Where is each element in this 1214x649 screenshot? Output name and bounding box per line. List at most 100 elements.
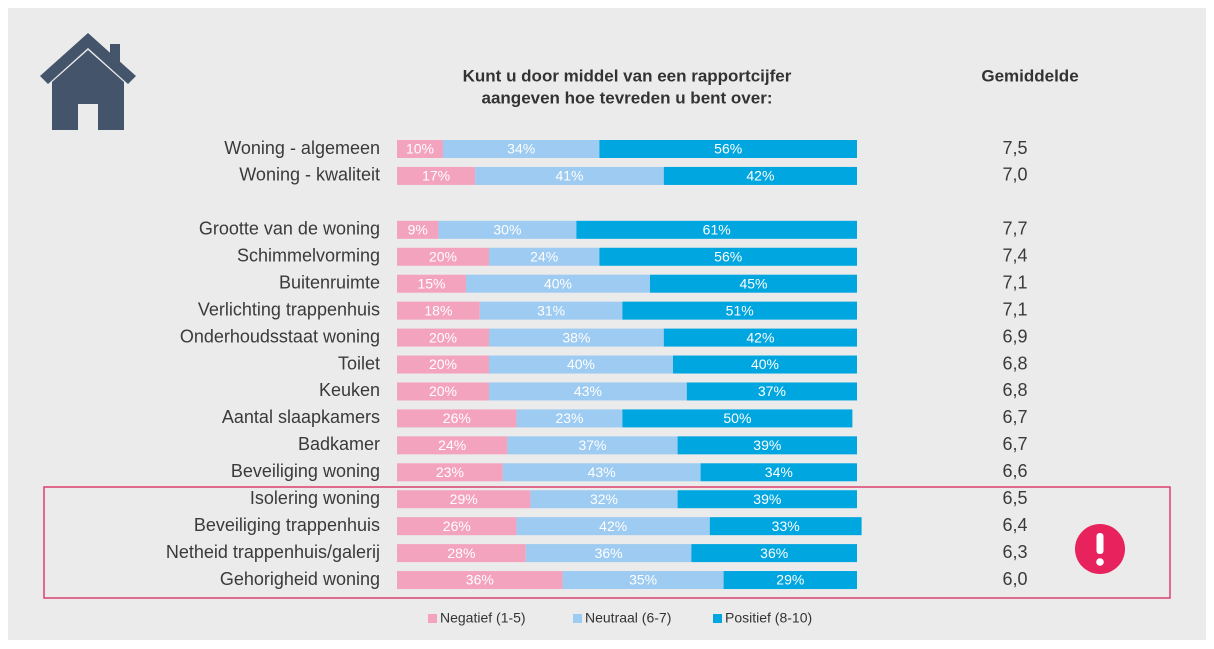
category-label: Netheid trappenhuis/galerij [166, 542, 380, 562]
legend-swatch [573, 614, 582, 623]
category-label: Keuken [319, 380, 380, 400]
bar-segment [700, 463, 857, 482]
data-label: 51% [726, 302, 754, 318]
data-label: 35% [629, 572, 657, 588]
bar-segment [530, 490, 678, 509]
bar-segment [438, 220, 577, 239]
category-label: Isolering woning [250, 488, 380, 508]
data-label: 42% [599, 518, 627, 534]
data-label: 33% [772, 518, 800, 534]
bar-segment [397, 301, 480, 320]
highlight-box [43, 486, 1171, 599]
chart-title: aangeven hoe tevreden u bent over: [482, 88, 773, 107]
chart-title: Kunt u door middel van een rapportcijfer [463, 66, 792, 85]
bar-segment [397, 490, 531, 509]
average-value: 6,8 [1002, 353, 1027, 373]
average-value: 7,7 [1002, 219, 1027, 239]
bar-segment [397, 247, 489, 266]
data-label: 38% [562, 329, 590, 345]
category-label: Buitenruimte [279, 272, 380, 292]
data-label: 20% [429, 248, 457, 264]
bar-segment [677, 436, 857, 455]
average-value: 6,6 [1002, 461, 1027, 481]
bar-segment [723, 571, 857, 590]
data-label: 42% [746, 329, 774, 345]
bar-segment [397, 544, 526, 563]
category-label: Woning - algemeen [224, 138, 380, 158]
data-label: 41% [555, 168, 583, 184]
data-label: 32% [590, 491, 618, 507]
bar-segment [516, 409, 623, 428]
bar-segment [397, 436, 508, 455]
bar-segment [516, 517, 710, 536]
bar-segment [475, 166, 664, 185]
data-label: 10% [406, 141, 434, 157]
data-label: 30% [493, 222, 521, 238]
bar-segment [691, 544, 857, 563]
data-label: 20% [429, 329, 457, 345]
bar-segment [709, 517, 862, 536]
category-label: Beveiliging woning [231, 461, 380, 481]
average-value: 6,7 [1002, 407, 1027, 427]
average-value: 6,8 [1002, 380, 1027, 400]
data-label: 18% [424, 302, 452, 318]
category-label: Verlichting trappenhuis [198, 299, 380, 319]
data-label: 34% [507, 141, 535, 157]
bar-segment [502, 463, 701, 482]
bar-segment [663, 328, 857, 347]
bar-segment [525, 544, 692, 563]
bar-segment [489, 382, 687, 401]
data-label: 9% [408, 222, 428, 238]
bar-segment [677, 490, 857, 509]
data-label: 36% [466, 572, 494, 588]
bar-segment [397, 571, 563, 590]
bar-segment [397, 274, 466, 293]
data-label: 61% [703, 222, 731, 238]
average-value: 7,1 [1002, 299, 1027, 319]
category-label: Woning - kwaliteit [239, 165, 380, 185]
bar-segment [397, 220, 439, 239]
bar-segment [397, 382, 489, 401]
category-label: Toilet [338, 353, 380, 373]
bar-segment [397, 517, 517, 536]
category-label: Aantal slaapkamers [222, 407, 380, 427]
data-label: 45% [739, 275, 767, 291]
bar-segment [576, 220, 857, 239]
average-value: 6,5 [1002, 488, 1027, 508]
category-label: Onderhoudsstaat woning [180, 326, 380, 346]
average-value: 6,0 [1002, 569, 1027, 589]
bar-segment [397, 140, 443, 158]
data-label: 42% [746, 168, 774, 184]
bar-segment [686, 382, 857, 401]
category-label: Schimmelvorming [237, 246, 380, 266]
data-label: 43% [574, 383, 602, 399]
bar-segment [397, 328, 489, 347]
data-label: 39% [753, 437, 781, 453]
average-header: Gemiddelde [981, 66, 1078, 85]
data-label: 28% [447, 545, 475, 561]
data-label: 26% [443, 518, 471, 534]
data-label: 24% [438, 437, 466, 453]
data-label: 29% [450, 491, 478, 507]
data-label: 37% [758, 383, 786, 399]
data-label: 36% [595, 545, 623, 561]
average-value: 6,3 [1002, 542, 1027, 562]
bar-segment [673, 355, 857, 374]
bar-segment [397, 166, 476, 185]
data-label: 34% [765, 464, 793, 480]
bar-segment [663, 166, 857, 185]
legend-label: Neutraal (6-7) [585, 610, 671, 626]
category-label: Grootte van de woning [199, 219, 380, 239]
average-value: 7,0 [1002, 165, 1027, 185]
bar-segment [622, 301, 857, 320]
category-label: Beveiliging trappenhuis [194, 515, 380, 535]
bar-segment [562, 571, 724, 590]
legend-swatch [713, 614, 722, 623]
data-label: 43% [588, 464, 616, 480]
bar-segment [443, 140, 600, 158]
data-label: 23% [436, 464, 464, 480]
data-label: 56% [714, 248, 742, 264]
average-value: 7,1 [1002, 272, 1027, 292]
data-label: 31% [537, 302, 565, 318]
